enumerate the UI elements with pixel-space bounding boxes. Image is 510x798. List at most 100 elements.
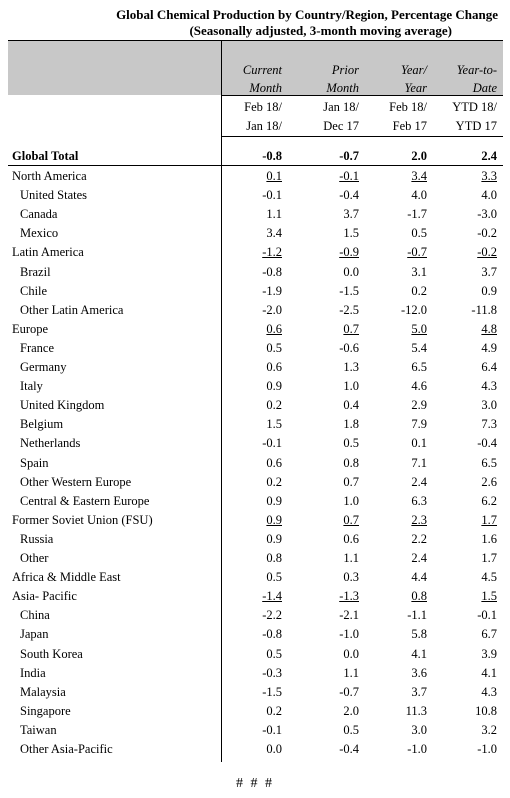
- table-row: Netherlands -0.1 0.5 0.1 -0.4: [0, 434, 510, 453]
- row-value: 0.1: [266, 169, 282, 183]
- row-value: 0.5: [266, 570, 282, 585]
- row-value: 4.3: [481, 684, 497, 699]
- row-value: -0.6: [339, 340, 359, 355]
- row-value: -12.0: [400, 302, 427, 317]
- header-bottom-rule: [221, 136, 503, 137]
- column-period-line2: Jan 18/: [246, 119, 282, 133]
- row-value: 0.8: [266, 551, 282, 565]
- table-title: Global Chemical Production by Country/Re…: [116, 7, 498, 22]
- row-value: 0.9: [266, 531, 282, 546]
- table-row: India -0.3 1.1 3.6 4.1: [0, 664, 510, 683]
- row-value: 0.5: [266, 646, 282, 661]
- row-value: 5.0: [411, 321, 427, 336]
- row-value: 0.1: [411, 436, 427, 451]
- row-value: 0.0: [343, 264, 359, 279]
- row-value: 2.4: [411, 474, 427, 489]
- row-value: 4.1: [481, 665, 497, 680]
- table-row: Belgium 1.5 1.8 7.9 7.3: [0, 415, 510, 434]
- row-value: 0.8: [411, 589, 427, 604]
- column-period-line2: YTD 17: [455, 119, 497, 133]
- row-value: -0.7: [339, 684, 359, 699]
- row-value: -2.1: [339, 608, 359, 623]
- table-row: Europe 0.6 0.7 5.0 4.8: [0, 320, 510, 339]
- row-value: -11.8: [471, 302, 497, 317]
- row-value: 0.0: [343, 646, 359, 661]
- column-header-line2: Year: [404, 81, 427, 95]
- row-label: Canada: [20, 207, 58, 222]
- table-row: United States -0.1 -0.4 4.0 4.0: [0, 186, 510, 205]
- row-value: -3.0: [477, 207, 497, 222]
- row-value: 1.5: [343, 226, 359, 241]
- row-label: North America: [12, 169, 87, 183]
- column-header-line2: Month: [326, 81, 359, 95]
- row-value: 2.4: [411, 551, 427, 565]
- row-value: -1.4: [262, 589, 282, 604]
- row-value: -0.1: [262, 188, 282, 203]
- row-value: 4.6: [411, 379, 427, 394]
- row-value: 0.2: [266, 398, 282, 413]
- row-value: 4.0: [411, 188, 427, 203]
- row-label: Chile: [20, 283, 48, 298]
- row-value: -1.3: [339, 589, 359, 604]
- row-value: 6.3: [411, 493, 427, 508]
- row-label: United Kingdom: [20, 398, 105, 413]
- row-label: France: [20, 340, 55, 355]
- table-row: Singapore 0.2 2.0 11.3 10.8: [0, 702, 510, 721]
- table-row: Taiwan -0.1 0.5 3.0 3.2: [0, 721, 510, 740]
- row-value: -0.7: [407, 245, 427, 260]
- row-value: 1.1: [343, 665, 359, 680]
- end-marker: # # #: [236, 776, 274, 791]
- row-value: -1.0: [339, 627, 359, 642]
- row-label: Other Latin America: [20, 302, 124, 317]
- table-row: Other Western Europe 0.2 0.7 2.4 2.6: [0, 473, 510, 492]
- row-value: -0.4: [339, 742, 359, 756]
- row-value: 1.7: [481, 512, 497, 527]
- row-label: Other Western Europe: [20, 474, 132, 489]
- row-value: 2.4: [481, 149, 497, 163]
- row-value: 0.9: [481, 283, 497, 298]
- table-row: Other Latin America -2.0 -2.5 -12.0 -11.8: [0, 301, 510, 320]
- row-label: Spain: [20, 455, 49, 470]
- row-value: -0.1: [262, 436, 282, 451]
- row-label: Global Total: [12, 149, 79, 163]
- row-value: -0.9: [339, 245, 359, 260]
- row-label: Netherlands: [20, 436, 81, 451]
- row-label: Taiwan: [20, 722, 57, 737]
- row-value: -1.0: [407, 742, 427, 756]
- row-value: -2.0: [262, 302, 282, 317]
- row-value: 0.9: [266, 493, 282, 508]
- row-value: -1.9: [262, 283, 282, 298]
- row-value: 0.2: [266, 474, 282, 489]
- row-value: 2.0: [343, 703, 359, 718]
- table-row: Latin America -1.2 -0.9 -0.7 -0.2: [0, 243, 510, 262]
- row-value: 0.6: [343, 531, 359, 546]
- table-row: Central & Eastern Europe 0.9 1.0 6.3 6.2: [0, 492, 510, 511]
- row-label: Former Soviet Union (FSU): [12, 512, 153, 527]
- table-row: Africa & Middle East 0.5 0.3 4.4 4.5: [0, 568, 510, 587]
- row-value: 0.4: [343, 398, 359, 413]
- row-value: 0.7: [343, 321, 359, 336]
- table-row: North America 0.1 -0.1 3.4 3.3: [0, 167, 510, 186]
- row-value: 1.8: [343, 417, 359, 432]
- row-label: Malaysia: [20, 684, 66, 699]
- row-value: 3.7: [481, 264, 497, 279]
- column-period-line1: Feb 18/: [244, 100, 282, 114]
- row-value: 0.6: [266, 321, 282, 336]
- row-value: 2.6: [481, 474, 497, 489]
- row-value: 6.5: [411, 360, 427, 374]
- row-value: -2.2: [262, 608, 282, 623]
- row-value: 4.1: [411, 646, 427, 661]
- row-value: -0.1: [339, 169, 359, 183]
- row-label: Japan: [20, 627, 49, 642]
- row-value: 1.3: [343, 360, 359, 374]
- row-value: 10.8: [475, 703, 497, 718]
- row-label: Mexico: [20, 226, 59, 241]
- row-value: 6.2: [481, 493, 497, 508]
- row-value: 0.9: [266, 379, 282, 394]
- row-value: 1.5: [481, 589, 497, 604]
- row-value: -1.5: [262, 684, 282, 699]
- row-value: 2.2: [411, 531, 427, 546]
- row-value: -0.1: [262, 722, 282, 737]
- row-label: Europe: [12, 321, 49, 336]
- column-header-line1: Current: [242, 63, 282, 77]
